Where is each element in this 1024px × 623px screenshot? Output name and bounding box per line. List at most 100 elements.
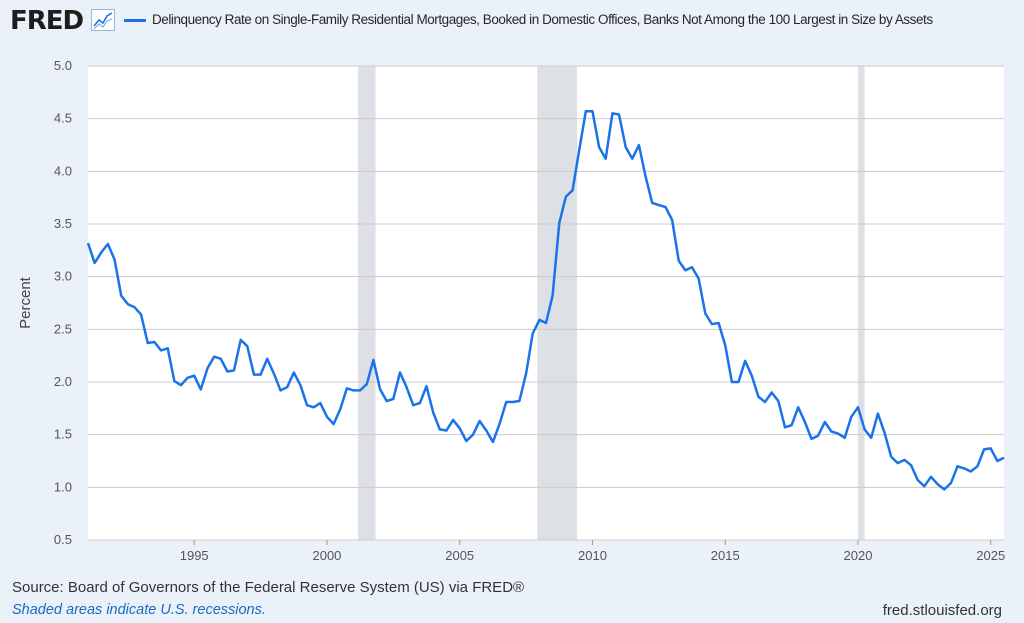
data-point-20[interactable] bbox=[219, 357, 223, 361]
data-point-88[interactable] bbox=[670, 218, 674, 222]
data-point-22[interactable] bbox=[232, 368, 236, 372]
data-point-4[interactable] bbox=[113, 258, 117, 262]
data-point-76[interactable] bbox=[590, 109, 594, 113]
data-point-127[interactable] bbox=[929, 475, 933, 479]
data-point-104[interactable] bbox=[776, 399, 780, 403]
data-point-138[interactable] bbox=[1002, 456, 1006, 460]
data-point-111[interactable] bbox=[823, 420, 827, 424]
data-point-137[interactable] bbox=[995, 459, 999, 463]
data-point-12[interactable] bbox=[166, 346, 170, 350]
data-point-64[interactable] bbox=[511, 400, 515, 404]
series-line-0[interactable] bbox=[86, 110, 1005, 491]
data-point-116[interactable] bbox=[856, 405, 860, 409]
data-point-48[interactable] bbox=[405, 385, 409, 389]
data-point-8[interactable] bbox=[139, 313, 143, 317]
data-point-84[interactable] bbox=[644, 175, 648, 179]
data-point-54[interactable] bbox=[444, 428, 448, 432]
data-point-105[interactable] bbox=[783, 425, 787, 429]
data-point-36[interactable] bbox=[325, 415, 329, 419]
data-point-98[interactable] bbox=[736, 380, 740, 384]
data-point-106[interactable] bbox=[790, 423, 794, 427]
data-point-13[interactable] bbox=[172, 379, 176, 383]
data-point-86[interactable] bbox=[657, 203, 661, 207]
data-point-59[interactable] bbox=[478, 419, 482, 423]
data-point-113[interactable] bbox=[836, 432, 840, 436]
data-point-131[interactable] bbox=[956, 464, 960, 468]
data-point-55[interactable] bbox=[451, 418, 455, 422]
data-point-0[interactable] bbox=[86, 241, 90, 245]
data-point-21[interactable] bbox=[225, 369, 229, 373]
data-point-63[interactable] bbox=[504, 400, 508, 404]
data-point-73[interactable] bbox=[571, 188, 575, 192]
data-point-43[interactable] bbox=[371, 358, 375, 362]
data-point-42[interactable] bbox=[365, 382, 369, 386]
fred-url[interactable]: fred.stlouisfed.org bbox=[882, 602, 1002, 619]
data-point-33[interactable] bbox=[305, 403, 309, 407]
data-point-124[interactable] bbox=[909, 463, 913, 467]
data-point-79[interactable] bbox=[610, 111, 614, 115]
data-point-89[interactable] bbox=[677, 259, 681, 263]
data-point-91[interactable] bbox=[690, 265, 694, 269]
data-point-92[interactable] bbox=[697, 277, 701, 281]
data-point-18[interactable] bbox=[205, 366, 209, 370]
data-point-101[interactable] bbox=[756, 395, 760, 399]
data-point-71[interactable] bbox=[557, 221, 561, 225]
data-point-128[interactable] bbox=[936, 482, 940, 486]
data-point-6[interactable] bbox=[126, 302, 130, 306]
data-point-135[interactable] bbox=[982, 447, 986, 451]
data-point-53[interactable] bbox=[438, 427, 442, 431]
data-point-30[interactable] bbox=[285, 385, 289, 389]
data-point-1[interactable] bbox=[93, 261, 97, 265]
data-point-10[interactable] bbox=[152, 340, 156, 344]
data-point-123[interactable] bbox=[902, 458, 906, 462]
data-point-112[interactable] bbox=[829, 430, 833, 434]
data-point-61[interactable] bbox=[491, 440, 495, 444]
data-point-102[interactable] bbox=[763, 400, 767, 404]
data-point-7[interactable] bbox=[132, 305, 136, 309]
data-point-95[interactable] bbox=[717, 321, 721, 325]
data-point-62[interactable] bbox=[498, 422, 502, 426]
data-point-67[interactable] bbox=[531, 332, 535, 336]
data-point-100[interactable] bbox=[750, 374, 754, 378]
data-point-51[interactable] bbox=[425, 384, 429, 388]
data-point-94[interactable] bbox=[710, 322, 714, 326]
data-point-117[interactable] bbox=[863, 427, 867, 431]
data-point-41[interactable] bbox=[358, 388, 362, 392]
data-point-115[interactable] bbox=[849, 415, 853, 419]
data-point-80[interactable] bbox=[617, 112, 621, 116]
data-point-44[interactable] bbox=[378, 387, 382, 391]
data-point-87[interactable] bbox=[663, 205, 667, 209]
data-point-81[interactable] bbox=[624, 145, 628, 149]
data-point-107[interactable] bbox=[796, 405, 800, 409]
data-point-96[interactable] bbox=[723, 343, 727, 347]
data-point-99[interactable] bbox=[743, 359, 747, 363]
data-point-46[interactable] bbox=[391, 397, 395, 401]
data-point-82[interactable] bbox=[630, 157, 634, 161]
data-point-15[interactable] bbox=[186, 376, 190, 380]
data-point-50[interactable] bbox=[418, 401, 422, 405]
data-point-19[interactable] bbox=[212, 355, 216, 359]
data-point-25[interactable] bbox=[252, 373, 256, 377]
data-point-39[interactable] bbox=[345, 386, 349, 390]
data-point-49[interactable] bbox=[411, 403, 415, 407]
data-point-45[interactable] bbox=[385, 399, 389, 403]
data-point-132[interactable] bbox=[962, 466, 966, 470]
data-point-83[interactable] bbox=[637, 143, 641, 147]
data-point-27[interactable] bbox=[265, 357, 269, 361]
data-point-90[interactable] bbox=[683, 268, 687, 272]
data-point-56[interactable] bbox=[458, 426, 462, 430]
data-point-125[interactable] bbox=[916, 478, 920, 482]
data-point-78[interactable] bbox=[604, 157, 608, 161]
data-point-75[interactable] bbox=[584, 109, 588, 113]
data-point-121[interactable] bbox=[889, 455, 893, 459]
data-point-114[interactable] bbox=[843, 436, 847, 440]
data-point-57[interactable] bbox=[464, 439, 468, 443]
data-point-93[interactable] bbox=[703, 312, 707, 316]
data-point-17[interactable] bbox=[199, 387, 203, 391]
data-point-47[interactable] bbox=[398, 371, 402, 375]
data-point-130[interactable] bbox=[949, 481, 953, 485]
data-point-126[interactable] bbox=[922, 484, 926, 488]
data-point-118[interactable] bbox=[869, 436, 873, 440]
data-point-133[interactable] bbox=[969, 470, 973, 474]
data-point-14[interactable] bbox=[179, 383, 183, 387]
